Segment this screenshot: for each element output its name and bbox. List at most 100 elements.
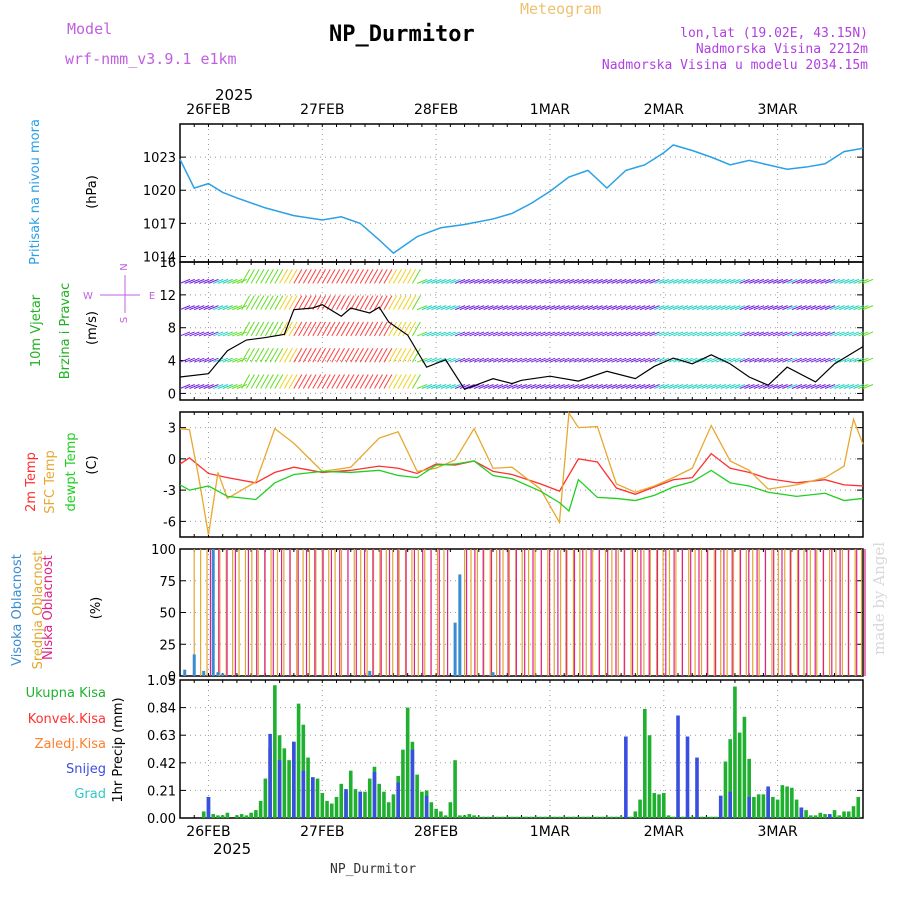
precip-total-bar — [846, 811, 851, 818]
wind-barb — [587, 384, 599, 389]
wind-barb — [829, 278, 840, 284]
wind-barb — [317, 347, 326, 363]
wind-barb — [397, 295, 407, 310]
wind-barb — [222, 357, 233, 363]
xtick-label-top: 2MAR — [644, 102, 685, 118]
wind-barb — [483, 278, 494, 284]
wind-barb — [502, 305, 513, 311]
wind-barb — [264, 269, 274, 284]
wind-barb — [758, 331, 769, 337]
wind-barb — [853, 278, 864, 284]
wind-barb — [559, 384, 570, 389]
precip-total-bar — [548, 816, 552, 818]
wind-barb — [507, 331, 518, 337]
location-elevation: Nadmorska Visina 2212m — [695, 42, 868, 57]
wind-barb — [464, 384, 475, 389]
wind-barb — [255, 347, 265, 363]
location-lonlat: lon,lat (19.02E, 43.15N) — [680, 26, 868, 41]
wind-barb — [635, 357, 646, 363]
precip-total-bar — [699, 816, 704, 818]
wind-barb — [440, 331, 452, 337]
wind-barb — [616, 384, 627, 389]
wind-barb — [469, 278, 480, 284]
wind-barb — [264, 374, 274, 389]
wind-barb — [597, 278, 608, 284]
wind-barb — [459, 384, 471, 389]
wind-barb — [692, 331, 703, 337]
wind-barb — [654, 305, 665, 311]
wind-barb — [369, 347, 379, 363]
wind-barb — [530, 278, 542, 284]
wind-barb — [587, 357, 599, 363]
wind-barb — [696, 305, 708, 311]
cloud-bars — [183, 549, 866, 676]
wind-barb — [668, 305, 679, 311]
wind-barb — [630, 305, 641, 311]
wind-barb — [568, 384, 580, 389]
wind-barb — [644, 305, 656, 311]
wind-barb — [739, 305, 750, 311]
wind-barb — [374, 295, 383, 310]
precip-total-bar — [638, 799, 642, 818]
wind-barb — [507, 357, 518, 363]
wind-barb — [554, 278, 565, 284]
wind-barb — [554, 331, 565, 337]
wind-barb — [203, 305, 214, 311]
wind-barb — [416, 305, 428, 311]
wind-barb — [388, 269, 398, 284]
precip-total-bar — [709, 816, 714, 818]
wind-barb — [644, 384, 656, 389]
precip-snow-bar — [827, 814, 832, 818]
precip-total-bar — [586, 816, 590, 818]
ytick-label: -6 — [163, 515, 176, 530]
wind-barb — [516, 305, 527, 311]
wind-barb — [227, 357, 238, 363]
precip-total-bar — [567, 816, 571, 818]
wind-barb — [312, 269, 322, 284]
wind-barb — [801, 331, 812, 337]
wind-barb — [397, 374, 407, 389]
wind-barb — [791, 331, 803, 337]
wind-barb — [578, 357, 589, 363]
wind-barb — [236, 278, 248, 284]
wind-barb — [668, 384, 679, 389]
wind-barb — [264, 295, 274, 310]
wind-barb — [383, 321, 393, 337]
wind-barb — [578, 278, 589, 284]
wind-barb — [293, 347, 303, 363]
wind-barb — [810, 384, 822, 389]
panel-0: 1014 1017 1020 1023 — [143, 123, 864, 265]
wind-barb — [748, 331, 760, 337]
xtick-label-top: 3MAR — [757, 102, 798, 118]
precip-total-bar — [263, 778, 268, 818]
wind-barb — [388, 374, 398, 389]
wind-barb — [274, 347, 284, 363]
wind-barb — [763, 357, 774, 363]
wind-barb — [293, 374, 303, 389]
wind-barb — [549, 331, 561, 337]
precip-total-bar — [382, 791, 386, 818]
wind-barb — [824, 384, 836, 389]
wind-barb — [431, 384, 442, 389]
wind-barb — [478, 357, 489, 363]
wind-barb — [573, 357, 584, 363]
wind-barb — [255, 295, 265, 310]
wind-barb — [516, 357, 527, 363]
wind-barb — [725, 357, 736, 363]
wind-barb — [189, 278, 200, 284]
wind-barb — [288, 321, 298, 337]
wind-barb — [264, 321, 274, 337]
wind-barb — [350, 347, 360, 363]
wind-barb — [397, 347, 407, 363]
precip-snow-bar — [358, 791, 363, 818]
wind-barb — [616, 305, 627, 311]
wind-barb — [393, 347, 402, 363]
wind-barb — [829, 331, 840, 337]
wind-barb — [359, 269, 369, 284]
wind-barb — [469, 357, 480, 363]
wind-barb — [511, 384, 523, 389]
wind-barb — [730, 331, 741, 337]
wind-barb — [658, 384, 670, 389]
wind-barb — [587, 331, 599, 337]
wind-barb — [853, 305, 864, 311]
